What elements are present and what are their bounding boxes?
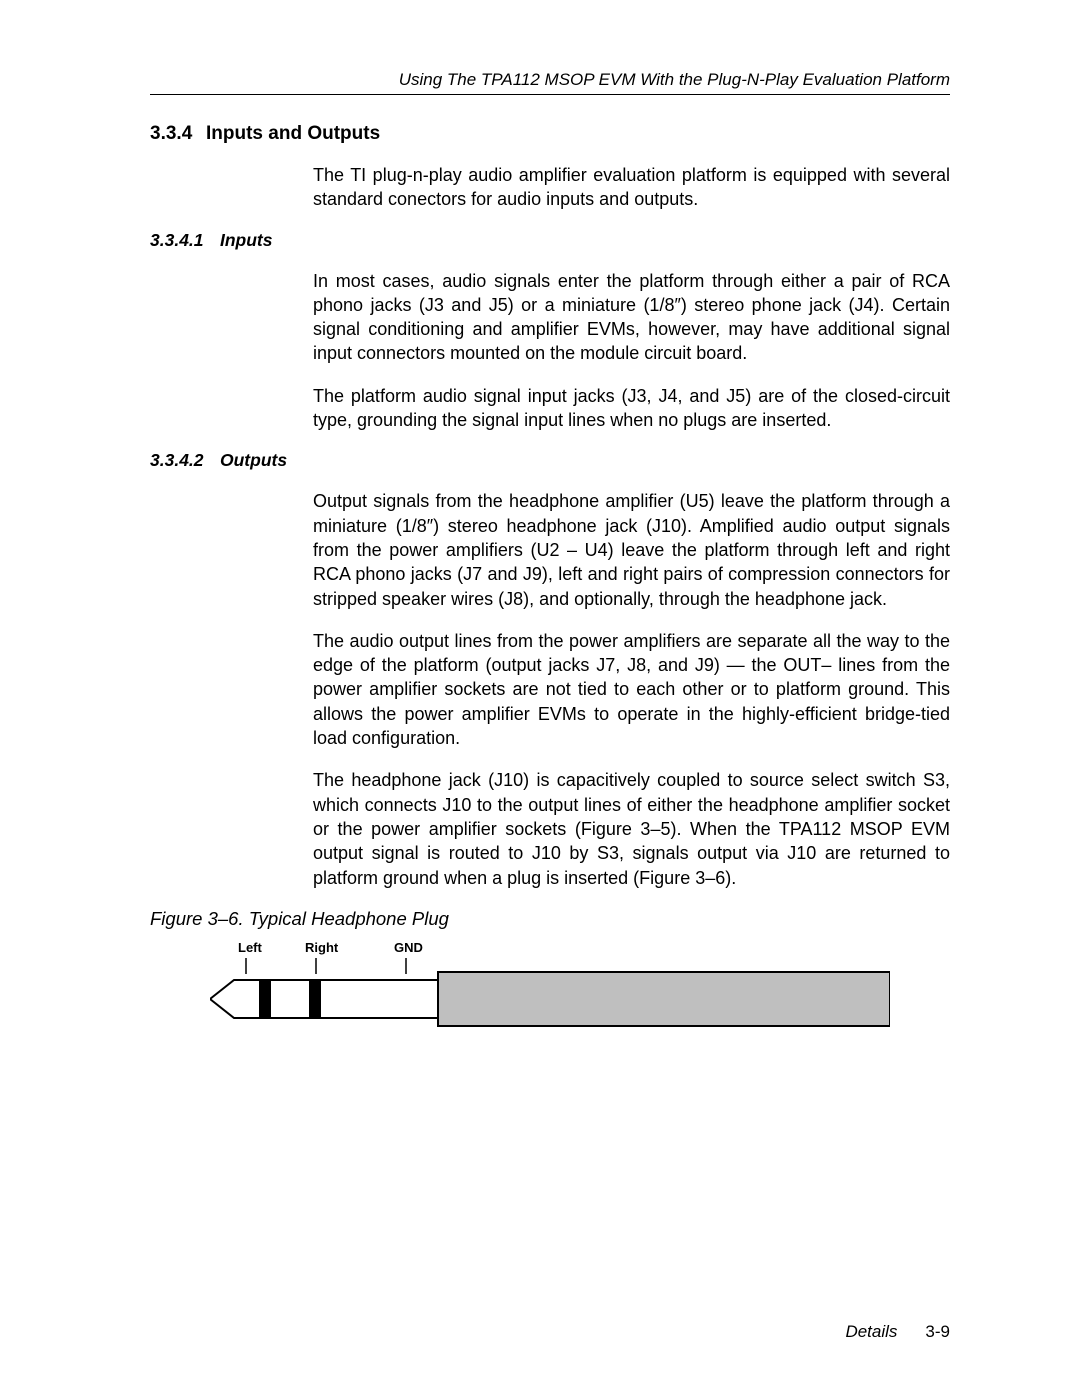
section-heading: 3.3.4Inputs and Outputs <box>150 123 950 145</box>
outputs-paragraph-2: The audio output lines from the power am… <box>313 629 950 750</box>
figure-headphone-plug: Left Right GND <box>210 940 950 1065</box>
subsection-number: 3.3.4.1 <box>150 230 220 251</box>
subsection-heading-outputs: 3.3.4.2Outputs <box>150 450 950 471</box>
page: Using The TPA112 MSOP EVM With the Plug-… <box>0 0 1080 1397</box>
header-rule <box>150 94 950 95</box>
footer-details-label: Details <box>845 1322 897 1341</box>
svg-text:GND: GND <box>394 940 423 955</box>
svg-text:Right: Right <box>305 940 339 955</box>
inputs-paragraph-1: In most cases, audio signals enter the p… <box>313 269 950 366</box>
subsection-number: 3.3.4.2 <box>150 450 220 471</box>
footer-page-number: 3-9 <box>925 1322 950 1341</box>
subsection-title: Inputs <box>220 230 273 250</box>
running-header: Using The TPA112 MSOP EVM With the Plug-… <box>150 70 950 90</box>
subsection-title: Outputs <box>220 450 287 470</box>
inputs-paragraph-2: The platform audio signal input jacks (J… <box>313 384 950 433</box>
section-intro-paragraph: The TI plug-n-play audio amplifier evalu… <box>313 163 950 212</box>
subsection-heading-inputs: 3.3.4.1Inputs <box>150 230 950 251</box>
outputs-paragraph-3: The headphone jack (J10) is capacitively… <box>313 768 950 889</box>
figure-caption: Figure 3–6. Typical Headphone Plug <box>150 908 950 930</box>
outputs-paragraph-1: Output signals from the headphone amplif… <box>313 489 950 610</box>
svg-text:Left: Left <box>238 940 263 955</box>
headphone-plug-diagram: Left Right GND <box>210 940 890 1060</box>
section-title: Inputs and Outputs <box>206 123 380 144</box>
page-footer: Details 3-9 <box>845 1322 950 1342</box>
section-number: 3.3.4 <box>150 123 206 145</box>
